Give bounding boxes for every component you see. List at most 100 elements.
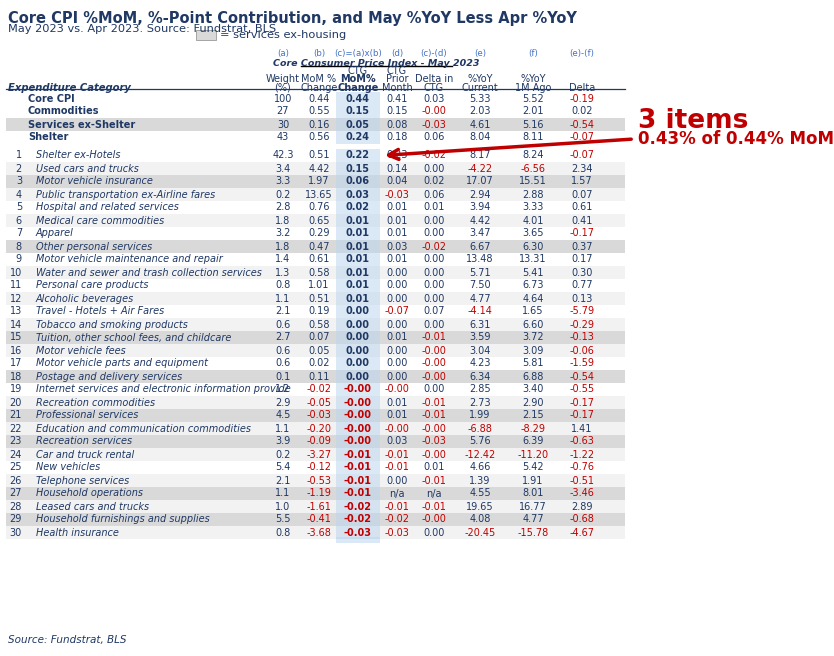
Bar xyxy=(336,396,380,409)
Text: -1.61: -1.61 xyxy=(307,501,331,512)
Text: Household furnishings and supplies: Household furnishings and supplies xyxy=(36,514,209,525)
Text: 1.57: 1.57 xyxy=(571,176,593,186)
Bar xyxy=(336,474,380,487)
Text: 0.41: 0.41 xyxy=(571,216,593,226)
Text: Travel - Hotels + Air Fares: Travel - Hotels + Air Fares xyxy=(36,306,164,316)
Text: 20: 20 xyxy=(10,398,22,407)
Bar xyxy=(6,487,625,500)
Bar xyxy=(336,175,380,188)
Text: 0.00: 0.00 xyxy=(424,228,445,239)
Text: -0.09: -0.09 xyxy=(307,436,331,447)
Text: -0.03: -0.03 xyxy=(421,119,446,129)
Text: 1.01: 1.01 xyxy=(309,281,329,291)
Bar xyxy=(336,162,380,175)
Text: 0.03: 0.03 xyxy=(424,94,445,104)
Text: Recreation services: Recreation services xyxy=(36,436,132,447)
Text: -0.03: -0.03 xyxy=(384,190,409,199)
Text: 0.01: 0.01 xyxy=(386,203,408,213)
Text: Motor vehicle fees: Motor vehicle fees xyxy=(36,346,126,356)
Text: Core CPI: Core CPI xyxy=(28,94,74,104)
Text: 0.01: 0.01 xyxy=(386,216,408,226)
Text: 22: 22 xyxy=(9,424,22,434)
Text: 1.1: 1.1 xyxy=(275,489,290,499)
Bar xyxy=(6,266,625,279)
Text: Professional services: Professional services xyxy=(36,411,138,420)
Text: 1.1: 1.1 xyxy=(275,424,290,434)
Text: 1.0: 1.0 xyxy=(275,501,290,512)
Text: 7: 7 xyxy=(16,228,22,239)
Text: -0.12: -0.12 xyxy=(307,462,331,472)
Bar xyxy=(336,344,380,357)
Text: 0.2: 0.2 xyxy=(275,190,291,199)
Text: -0.03: -0.03 xyxy=(344,527,372,537)
Text: 0.13: 0.13 xyxy=(571,293,593,304)
Text: 5.5: 5.5 xyxy=(275,514,291,525)
Bar xyxy=(336,149,380,162)
Text: -0.01: -0.01 xyxy=(344,476,372,485)
Text: 0.07: 0.07 xyxy=(423,306,445,316)
Text: 0.1: 0.1 xyxy=(275,371,290,382)
Text: 0.61: 0.61 xyxy=(309,255,329,264)
Text: 3 items: 3 items xyxy=(638,108,748,134)
Text: Personal care products: Personal care products xyxy=(36,281,148,291)
Text: Current: Current xyxy=(462,83,499,93)
Text: 0.01: 0.01 xyxy=(346,216,370,226)
Text: Tobacco and smoking products: Tobacco and smoking products xyxy=(36,319,188,329)
Text: 5.42: 5.42 xyxy=(522,462,544,472)
Text: 1.97: 1.97 xyxy=(309,176,329,186)
Text: Recreation commodities: Recreation commodities xyxy=(36,398,155,407)
Text: -0.01: -0.01 xyxy=(384,449,409,459)
Bar xyxy=(6,370,625,383)
Text: 6.60: 6.60 xyxy=(522,319,544,329)
Text: 0.00: 0.00 xyxy=(424,293,445,304)
Text: 17.07: 17.07 xyxy=(466,176,494,186)
Text: 8.01: 8.01 xyxy=(522,489,544,499)
Text: 0.00: 0.00 xyxy=(346,346,370,356)
Text: 0.76: 0.76 xyxy=(309,203,329,213)
Text: 15.51: 15.51 xyxy=(519,176,547,186)
Text: 4.23: 4.23 xyxy=(470,358,490,369)
Text: 13.65: 13.65 xyxy=(305,190,333,199)
Text: 12: 12 xyxy=(10,293,22,304)
Text: -0.00: -0.00 xyxy=(421,449,446,459)
Text: 0.15: 0.15 xyxy=(346,106,370,117)
Bar xyxy=(336,500,380,513)
Text: 0.01: 0.01 xyxy=(386,411,408,420)
Bar xyxy=(6,474,625,487)
Text: -0.00: -0.00 xyxy=(421,514,446,525)
Text: 0.19: 0.19 xyxy=(309,306,329,316)
Text: -0.01: -0.01 xyxy=(384,501,409,512)
Text: 2.9: 2.9 xyxy=(275,398,291,407)
Text: -0.03: -0.03 xyxy=(384,527,409,537)
Text: 25: 25 xyxy=(9,462,22,472)
Text: 15: 15 xyxy=(10,333,22,342)
Bar xyxy=(336,448,380,461)
Text: 8: 8 xyxy=(16,241,22,251)
Text: 0.00: 0.00 xyxy=(386,476,408,485)
Text: Delta: Delta xyxy=(569,83,595,93)
Bar xyxy=(336,305,380,318)
Bar xyxy=(6,92,625,105)
Text: 27: 27 xyxy=(277,106,289,117)
Text: Motor vehicle insurance: Motor vehicle insurance xyxy=(36,176,153,186)
Text: -0.00: -0.00 xyxy=(344,398,372,407)
Text: -12.42: -12.42 xyxy=(465,449,495,459)
Text: = services ex-housing: = services ex-housing xyxy=(220,30,346,40)
Text: -0.13: -0.13 xyxy=(570,333,595,342)
Bar xyxy=(336,461,380,474)
Text: 8.04: 8.04 xyxy=(470,133,490,142)
Text: 0.18: 0.18 xyxy=(386,133,408,142)
Text: -0.54: -0.54 xyxy=(570,119,595,129)
Text: 0.00: 0.00 xyxy=(386,371,408,382)
Text: 0.01: 0.01 xyxy=(386,255,408,264)
Text: 24: 24 xyxy=(10,449,22,459)
Text: 10: 10 xyxy=(10,268,22,277)
Bar xyxy=(6,357,625,370)
Text: 0.6: 0.6 xyxy=(275,346,290,356)
Text: -0.54: -0.54 xyxy=(570,371,595,382)
Text: 1.39: 1.39 xyxy=(470,476,490,485)
Text: 2.94: 2.94 xyxy=(470,190,490,199)
Text: 3.47: 3.47 xyxy=(470,228,490,239)
Text: (e)-(f): (e)-(f) xyxy=(570,49,595,58)
Text: 0.61: 0.61 xyxy=(571,203,593,213)
